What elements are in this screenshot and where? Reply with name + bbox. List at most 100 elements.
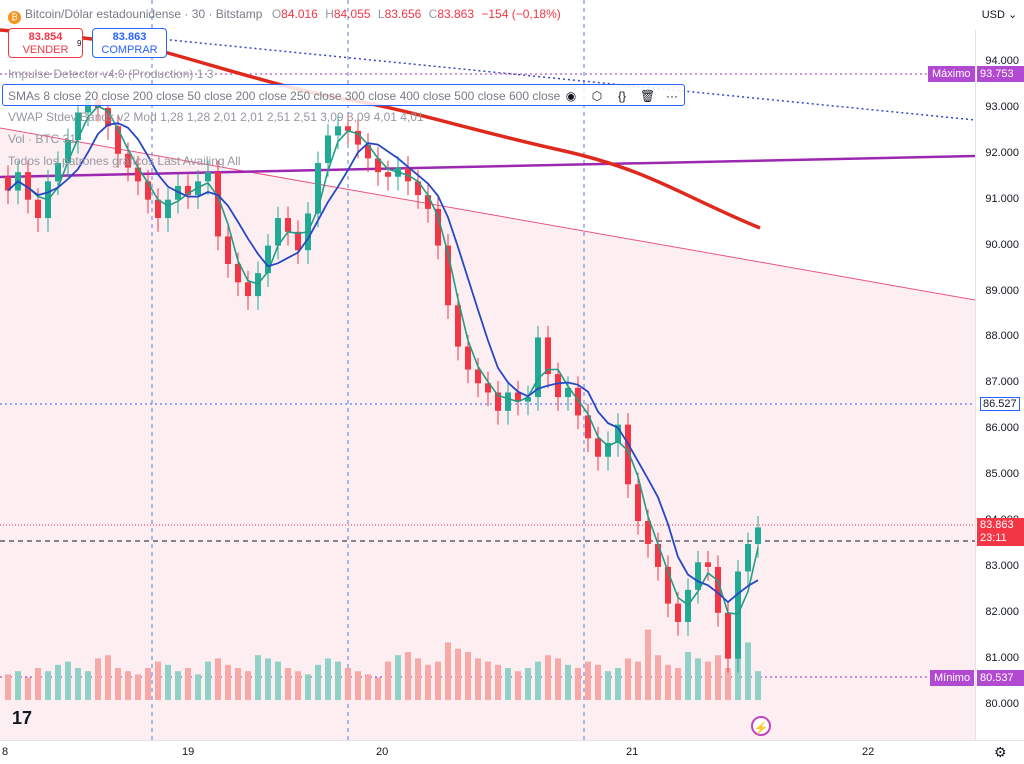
volume-bar [285,668,291,700]
candle-body [105,107,111,127]
volume-bar [755,671,761,700]
volume-bar [735,648,741,700]
max-label-tag: Máximo [928,66,975,82]
volume-bar [145,668,151,700]
volume-bar [405,652,411,700]
volume-bar [465,652,471,700]
candle-body [275,218,281,246]
tradingview-logo-icon[interactable]: 17 [12,708,33,728]
volume-bar [475,658,481,700]
volume-bar [725,668,731,700]
candle-body [675,603,681,622]
volume-bar [165,664,171,700]
channel-line [0,127,975,301]
volume-bar [15,671,21,700]
volume-bar [325,658,331,700]
volume-bar [495,664,501,700]
price-tick-label: 89.000 [985,284,1019,297]
channel-fill [0,128,975,740]
volume-indicator-legend[interactable]: Vol · BTC 31 [8,132,77,146]
chart-area[interactable]: ₿ Bitcoin/Dólar estadounidense · 30 · Bit… [0,0,975,740]
volume-bar [75,668,81,700]
candle-body [285,218,291,232]
candle-body [725,612,731,659]
ohlc-c-label: C [428,7,438,21]
symbol-legend[interactable]: ₿ Bitcoin/Dólar estadounidense · 30 · Bit… [8,7,561,24]
price-tick-label: 80.000 [985,697,1019,710]
volume-bar [275,661,281,700]
volume-bar [155,661,161,700]
candle-body [135,167,141,182]
price-tick-label: 93.000 [985,100,1019,113]
candle-body [525,397,531,402]
patterns-indicator-legend[interactable]: Todos los patrones gráficos Last Availin… [8,154,241,168]
price-scale[interactable]: 94.000 93.000 92.000 91.000 90.000 89.000 88.0… [975,0,1024,740]
eye-icon[interactable]: ◉ [565,89,577,103]
trash-icon[interactable]: 🗑 [640,89,656,103]
volume-bar [255,655,261,700]
volume-bar [235,668,241,700]
volume-bar [555,658,561,700]
volume-bar [535,661,541,700]
volume-bar [485,661,491,700]
lightning-icon[interactable]: ⚡ [751,716,771,736]
currency-selector[interactable]: USD ⌄ [975,0,1024,30]
volume-bar [575,668,581,700]
volume-bar [45,671,51,700]
time-label: 21 [626,746,639,758]
vwap-indicator-legend[interactable]: VWAP Stdev Bands v2 Mod 1,28 1,28 2,01 2… [8,110,424,124]
sell-price: 83.854 [28,31,63,43]
volume-bar [425,664,431,700]
buy-button[interactable]: 83.863 COMPRAR [92,28,167,58]
price-tick-label: 92.000 [985,146,1019,159]
ohlc-l-label: L [377,7,385,21]
sma-slow-line [7,122,759,604]
more-icon[interactable]: ··· [666,89,678,103]
sma-indicator-legend[interactable]: SMAs 8 close 20 close 200 close 50 close… [2,84,685,106]
candle-body [615,424,621,443]
volume-bar [655,655,661,700]
candle-body [5,176,11,191]
candle-body [375,158,381,173]
volume-bar [85,671,91,700]
candle-body [115,126,121,154]
candle-body [265,245,271,274]
price-tick-label: 91.000 [985,192,1019,205]
volume-bar [135,674,141,700]
candle-body [225,236,231,264]
last-price-tag: 83.863 23:11 [977,518,1024,546]
volume-bar [705,661,711,700]
price-chart[interactable] [0,0,975,740]
time-axis[interactable]: 8 19 20 21 22 [0,740,1024,764]
min-label-tag: Mínimo [930,670,975,686]
price-tick-label: 87.000 [985,376,1019,389]
candle-body [545,337,551,375]
chevron-down-icon: ⌄ [1008,9,1018,21]
candle-body [65,140,71,163]
candle-body [355,130,361,145]
candle-body [755,527,761,544]
settings-icon[interactable]: ⚙ [994,744,1007,760]
volume-bar [645,629,651,700]
candle-body [705,562,711,567]
sell-button[interactable]: 83.854 VENDER [8,28,83,58]
time-label: 8 [2,746,9,758]
candle-body [535,337,541,398]
candle-body [515,392,521,402]
settings-icon[interactable]: ⬡ [591,89,603,103]
volume-bar [515,671,521,700]
volume-bar [95,658,101,700]
symbol-title: Bitcoin/Dólar estadounidense · 30 · Bits… [25,7,263,21]
candle-body [75,112,81,141]
candle-body [385,172,391,177]
candle-body [435,208,441,246]
candle-body [505,392,511,411]
volume-bar [55,664,61,700]
volume-bar [605,671,611,700]
candle-body [345,126,351,131]
braces-icon[interactable]: {} [617,89,626,103]
candle-body [555,374,561,398]
impulse-indicator-legend[interactable]: Impulse Detector v4.0 (Production) 1 3 [8,67,214,81]
candle-body [565,387,571,398]
volume-bar [595,664,601,700]
